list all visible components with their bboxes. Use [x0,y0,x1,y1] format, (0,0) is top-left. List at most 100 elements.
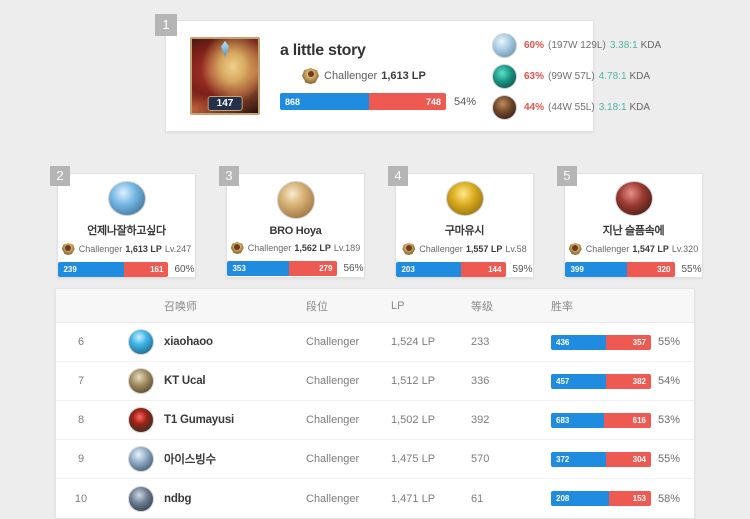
row-tier: Challenger [306,375,360,387]
featured-summoner-name[interactable]: a little story [280,42,366,59]
row-tier: Challenger [306,414,360,426]
champion-kda-label: KDA [640,39,662,51]
rank-card-2[interactable]: 2 언제나잘하고싶다 Challenger 1,613 LP Lv.247 239 161 6… [50,166,196,278]
featured-winloss-bar: 868 748 [280,93,446,110]
rank-card-tier-row: Challenger 1,557 LP Lv.58 [402,243,527,255]
row-rank: 9 [77,453,85,465]
row-summoner-cell[interactable]: KT Ucal [106,368,306,394]
row-summoner-cell[interactable]: ndbg [106,485,306,512]
row-lp: 1,502 LP [391,414,436,426]
rank-card-wins: 399 [565,262,627,277]
rank-card-lp: 1,557 LP [465,244,503,254]
champion-icon-2 [492,63,517,89]
challenger-emblem-icon [230,242,244,254]
row-summoner-name[interactable]: 아이스빙수 [164,454,216,466]
row-winrate-cell: 457 382 54% [551,373,694,389]
rank-card-3[interactable]: 3 BRO Hoya Challenger 1,562 LP Lv.189 353 279 5… [219,166,365,278]
row-winrate: 53% [658,414,681,426]
rank-card-winrate: 60% [174,264,195,275]
summoner-avatar-row-1 [128,329,154,355]
rank-card-4[interactable]: 4 구마유시 Challenger 1,557 LP Lv.58 203 144 59% [388,166,534,278]
rank-card-lp: 1,562 LP [294,243,331,253]
summoner-level-badge: 147 [207,96,243,111]
row-winrate-cell: 683 616 53% [551,412,694,428]
rank-card-winloss-row: 239 161 60% [58,262,195,277]
rank-card-winloss-row: 353 279 56% [227,261,364,276]
rank-card-tier-row: Challenger 1,613 LP Lv.247 [61,243,192,255]
rank-card-winloss-row: 203 144 59% [396,262,533,277]
header-lp: LP [391,299,405,312]
rank-card-winrate: 55% [681,264,702,275]
row-level: 61 [471,492,484,505]
featured-champion-stats: 60% (197W 129L) 3.38:1 KDA 63% (99W 57L) 4.78:… [492,32,662,120]
rank-card-level: Lv.247 [164,244,192,254]
row-winrate-cell: 208 153 58% [551,491,694,506]
row-rank: 10 [74,492,88,505]
champion-icon-3 [492,94,517,120]
rank-badge-4: 4 [388,166,408,186]
rank-card-summoner-name[interactable]: 구마유시 [444,225,485,237]
row-winloss-bar: 457 382 [551,373,651,389]
row-winrate: 58% [658,492,681,505]
row-summoner-cell[interactable]: xiaohaoo [106,329,306,355]
row-summoner-cell[interactable]: T1 Gumayusi [106,407,306,433]
row-winloss-bar: 436 357 [551,334,651,350]
row-wins: 683 [551,412,604,428]
row-lp: 1,475 LP [391,453,436,465]
row-summoner-name[interactable]: KT Ucal [164,375,206,387]
row-lp: 1,471 LP [391,492,436,505]
rank-badge-2: 2 [50,166,70,186]
row-losses: 382 [605,373,651,389]
rank-card-level: Lv.189 [333,243,361,253]
champion-stat-row: 44% (44W 55L) 3.18:1 KDA [492,94,661,120]
row-summoner-name[interactable]: ndbg [164,492,192,505]
rank-card-summoner-name[interactable]: 지난 슬픔속에 [602,225,665,237]
row-summoner-cell[interactable]: 아이스빙수 [106,446,306,472]
champion-kda: 3.38:1 [609,39,638,51]
rank-card-summoner-name[interactable]: BRO Hoya [269,225,322,237]
champion-record: (44W 55L) [548,101,595,113]
summoner-avatar-blue [107,181,146,216]
rank-card-winloss-bar: 203 144 [396,262,507,277]
row-wins: 208 [551,491,609,506]
champion-record: (99W 57L) [548,70,595,82]
row-level: 392 [471,414,490,426]
champion-kda: 3.18:1 [598,101,627,113]
row-rank: 6 [77,336,85,348]
champion-splash-art: 147 [190,37,260,115]
row-winloss-bar: 683 616 [551,412,651,428]
header-winrate: 胜率 [551,300,573,313]
table-row[interactable]: 10 ndbg Challenger 1,471 LP 61 208 153 58% [56,479,694,518]
champion-stat-row: 63% (99W 57L) 4.78:1 KDA [492,63,661,89]
row-winloss-bar: 372 304 [551,451,651,467]
summoner-avatar-gold [276,181,315,219]
summoner-avatar-yellow [445,181,484,216]
table-row[interactable]: 7 KT Ucal Challenger 1,512 LP 336 457 382 54% [56,362,694,401]
rank-card-wins: 353 [227,261,289,276]
row-summoner-name[interactable]: T1 Gumayusi [164,414,235,426]
rank-card-summoner-name[interactable]: 언제나잘하고싶다 [87,225,166,237]
rank-card-tier: Challenger [78,244,123,254]
rank-card-level: Lv.58 [505,244,527,254]
row-level: 570 [471,453,490,465]
row-level: 233 [471,336,490,348]
featured-card[interactable]: 1 147 a little story Challenger 1,613 LP… [155,14,661,132]
row-lp: 1,524 LP [391,336,436,348]
table-row[interactable]: 9 아이스빙수 Challenger 1,475 LP 570 372 304 55% [56,440,694,479]
row-summoner-name[interactable]: xiaohaoo [164,336,213,348]
champion-kda: 4.78:1 [598,70,627,82]
rank-card-lp: 1,547 LP [632,244,669,254]
header-summoner: 召唤师 [164,300,197,313]
champion-stat-row: 60% (197W 129L) 3.38:1 KDA [492,32,662,58]
table-row[interactable]: 8 T1 Gumayusi Challenger 1,502 LP 392 683 616 5… [56,401,694,440]
row-rank: 7 [77,375,85,387]
champion-kda-label: KDA [629,101,651,113]
featured-tier-row: Challenger 1,613 LP [280,68,476,84]
summoner-avatar-row-5 [128,485,154,512]
table-row[interactable]: 6 xiaohaoo Challenger 1,524 LP 233 436 357 55% [56,323,694,362]
featured-winloss-row: 868 748 54% [280,93,476,110]
featured-tier-name: Challenger [324,70,378,82]
leaderboard-table: 召唤师 段位 LP 等级 胜率 6 xiaohaoo Challenger 1,524… [55,288,695,519]
rank-card-5[interactable]: 5 지난 슬픔속에 Challenger 1,547 LP Lv.320 399 320 55… [557,166,703,278]
row-wins: 372 [551,451,606,467]
